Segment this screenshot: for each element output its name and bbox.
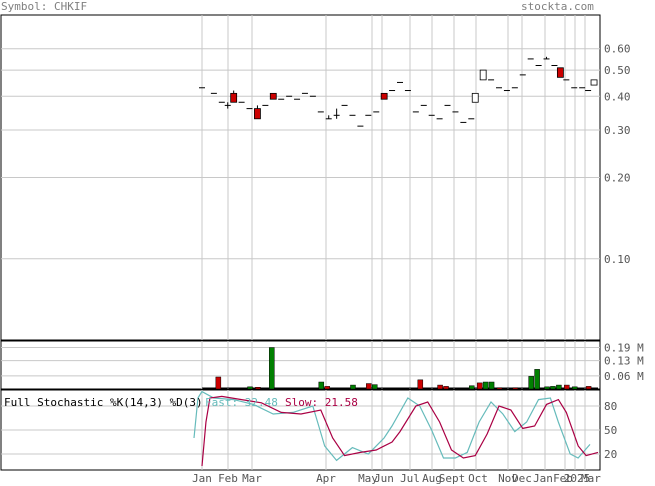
fast-line <box>193 390 591 462</box>
volume-tick-label: 0.19 M <box>604 342 644 355</box>
month-label: Mar <box>581 472 601 485</box>
volume-bar <box>372 384 378 390</box>
month-label: Jul <box>400 472 420 485</box>
volume-bar <box>269 347 275 390</box>
volume-bar <box>528 376 534 390</box>
month-label: Aug <box>422 472 442 485</box>
month-label: Jan <box>533 472 553 485</box>
volume-bar <box>366 383 372 390</box>
price-tick-label: 0.30 <box>604 124 631 137</box>
volume-bar <box>488 381 495 390</box>
month-label: May <box>358 472 378 485</box>
volume-bar <box>469 385 475 390</box>
price-candle <box>471 92 479 103</box>
month-label: Sept <box>439 472 466 485</box>
volume-bar <box>534 369 540 390</box>
volume-bar <box>564 384 570 390</box>
price-tick-label: 0.50 <box>604 64 631 77</box>
volume-bar <box>247 386 253 390</box>
volume-bar <box>550 386 556 390</box>
volume-bar <box>496 387 503 390</box>
stoch-tick-label: 80 <box>604 400 617 413</box>
price-candle <box>269 92 277 100</box>
price-tick-label: 0.10 <box>604 253 631 266</box>
price-candle <box>590 79 598 86</box>
month-label: 2025 <box>564 472 591 485</box>
month-label: Nov <box>498 472 518 485</box>
month-label: Jan <box>192 472 212 485</box>
volume-bar <box>215 376 222 390</box>
price-tick-label: 0.60 <box>604 43 631 56</box>
volume-bar <box>556 384 562 390</box>
month-label: Feb <box>218 472 238 485</box>
fast-legend: Fast: 32.48 <box>205 396 278 409</box>
volume-bar <box>512 387 519 390</box>
volume-bar <box>443 386 449 390</box>
symbol-label: Symbol: <box>1 0 48 13</box>
volume-tick-label: 0.06 M <box>604 370 644 383</box>
month-label: Feb <box>553 472 573 485</box>
stoch-tick-label: 20 <box>604 448 617 461</box>
slow-line <box>201 395 599 467</box>
price-candle <box>556 67 564 78</box>
volume-bar <box>437 384 443 390</box>
volume-bar <box>350 384 356 390</box>
volume-bar <box>324 386 330 390</box>
symbol-header: Symbol: CHKIF <box>1 0 87 14</box>
volume-panel-frame <box>0 340 601 390</box>
slow-legend: Slow: 21.58 <box>285 396 358 409</box>
volume-bar <box>571 386 578 390</box>
month-label: Dec <box>512 472 532 485</box>
month-label: Oct <box>468 472 488 485</box>
price-candle <box>479 69 487 81</box>
volume-bar <box>544 386 550 390</box>
volume-bar <box>417 379 424 390</box>
month-label: Apr <box>316 472 336 485</box>
price-candle <box>254 108 261 120</box>
site-name[interactable]: stockta.com <box>521 0 594 13</box>
volume-bar <box>482 381 489 390</box>
volume-tick-label: 0.13 M <box>604 355 644 368</box>
volume-bar <box>318 381 325 390</box>
volume-bar <box>585 386 592 390</box>
price-tick-label: 0.40 <box>604 90 631 103</box>
month-label: Mar <box>242 472 262 485</box>
symbol-value: CHKIF <box>53 0 88 13</box>
price-candle <box>230 92 238 103</box>
volume-bar <box>476 382 483 390</box>
price-candle <box>380 92 388 100</box>
price-tick-label: 0.20 <box>604 172 631 185</box>
stoch-tick-label: 50 <box>604 424 617 437</box>
stoch-title: Full Stochastic %K(14,3) %D(3) <box>4 396 203 409</box>
volume-bar <box>255 387 261 390</box>
month-label: Jun <box>374 472 394 485</box>
